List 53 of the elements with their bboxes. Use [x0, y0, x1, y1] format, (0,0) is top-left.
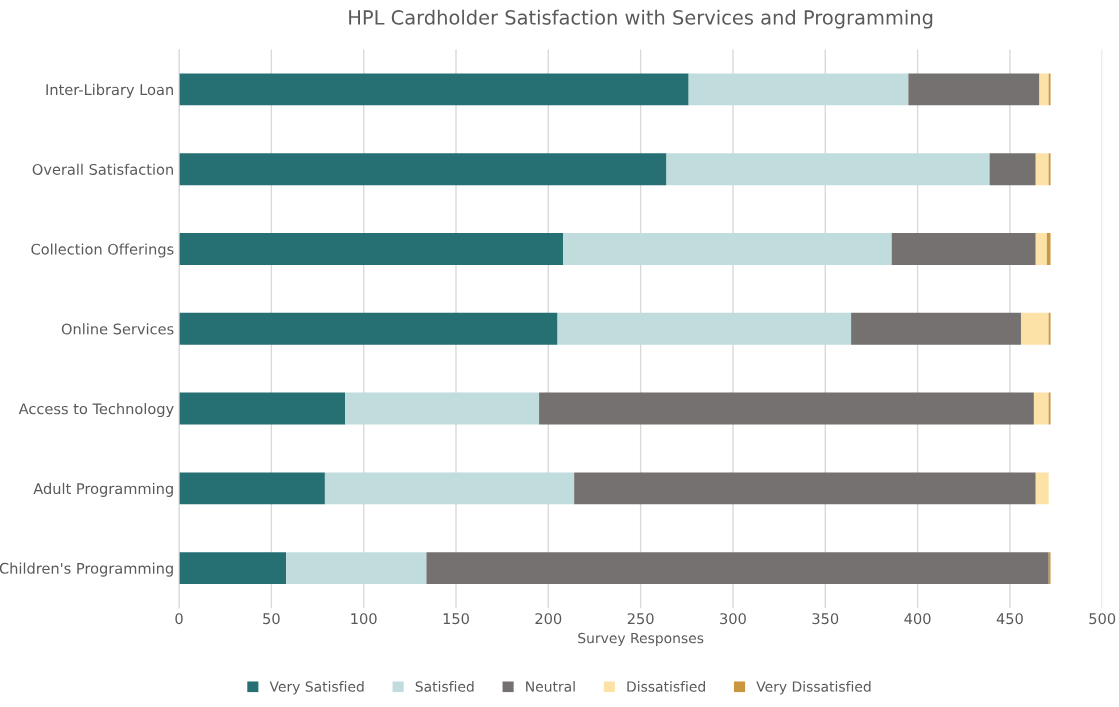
y-tick-label: Inter-Library Loan — [46, 83, 173, 98]
y-tick-label: Adult Programming — [33, 482, 173, 497]
x-tick-label: 500 — [1089, 613, 1116, 625]
x-axis-title: Survey Responses — [578, 632, 704, 646]
bar — [179, 472, 325, 505]
y-tick-label: Online Services — [61, 323, 174, 335]
bar — [324, 472, 575, 505]
bar — [539, 392, 1034, 425]
bar — [426, 552, 1049, 585]
bar — [557, 312, 852, 345]
y-tick-label: Overall Satisfaction — [32, 163, 173, 175]
bar — [666, 153, 990, 186]
bar — [563, 233, 892, 265]
bar — [1039, 73, 1049, 106]
x-tick-label: 100 — [351, 613, 377, 625]
legend-label: Dissatisfied — [627, 681, 705, 692]
bar — [1020, 312, 1049, 345]
bar — [179, 153, 667, 186]
chart-title: HPL Cardholder Satisfaction with Services and Programming — [349, 9, 933, 29]
bar — [1046, 233, 1051, 265]
bar — [1035, 472, 1049, 505]
bar — [179, 392, 346, 425]
bar — [1033, 392, 1049, 425]
x-tick-label: 200 — [535, 613, 562, 625]
bar — [345, 392, 540, 425]
x-tick-label: 150 — [443, 613, 469, 625]
x-tick-label: 50 — [263, 613, 280, 625]
bar — [688, 73, 909, 106]
bar — [179, 312, 558, 345]
bar — [179, 73, 689, 106]
legend-label: Very Satisfied — [269, 681, 364, 695]
x-tick-label: 0 — [175, 613, 183, 625]
legend-label: Very Dissatisfied — [756, 681, 871, 695]
bar — [851, 312, 1021, 345]
y-tick-label: Collection Offerings — [31, 243, 174, 258]
bar — [989, 153, 1036, 186]
legend-label: Neutral — [526, 681, 575, 692]
x-tick-label: 450 — [996, 613, 1023, 625]
x-tick-label: 250 — [627, 613, 654, 625]
y-tick-label: Children's Programming — [0, 562, 173, 577]
legend-label: Satisfied — [415, 681, 474, 692]
bar — [574, 472, 1036, 505]
bar — [179, 552, 287, 585]
x-tick-label: 350 — [812, 613, 839, 625]
x-tick-label: 300 — [720, 613, 746, 625]
bar — [891, 233, 1036, 265]
bar — [1035, 233, 1047, 265]
bar — [179, 233, 564, 265]
y-tick-label: Access to Technology — [18, 403, 174, 418]
x-tick-label: 400 — [904, 613, 931, 625]
bar — [1035, 153, 1049, 186]
bar — [908, 73, 1040, 106]
bar — [286, 552, 427, 585]
